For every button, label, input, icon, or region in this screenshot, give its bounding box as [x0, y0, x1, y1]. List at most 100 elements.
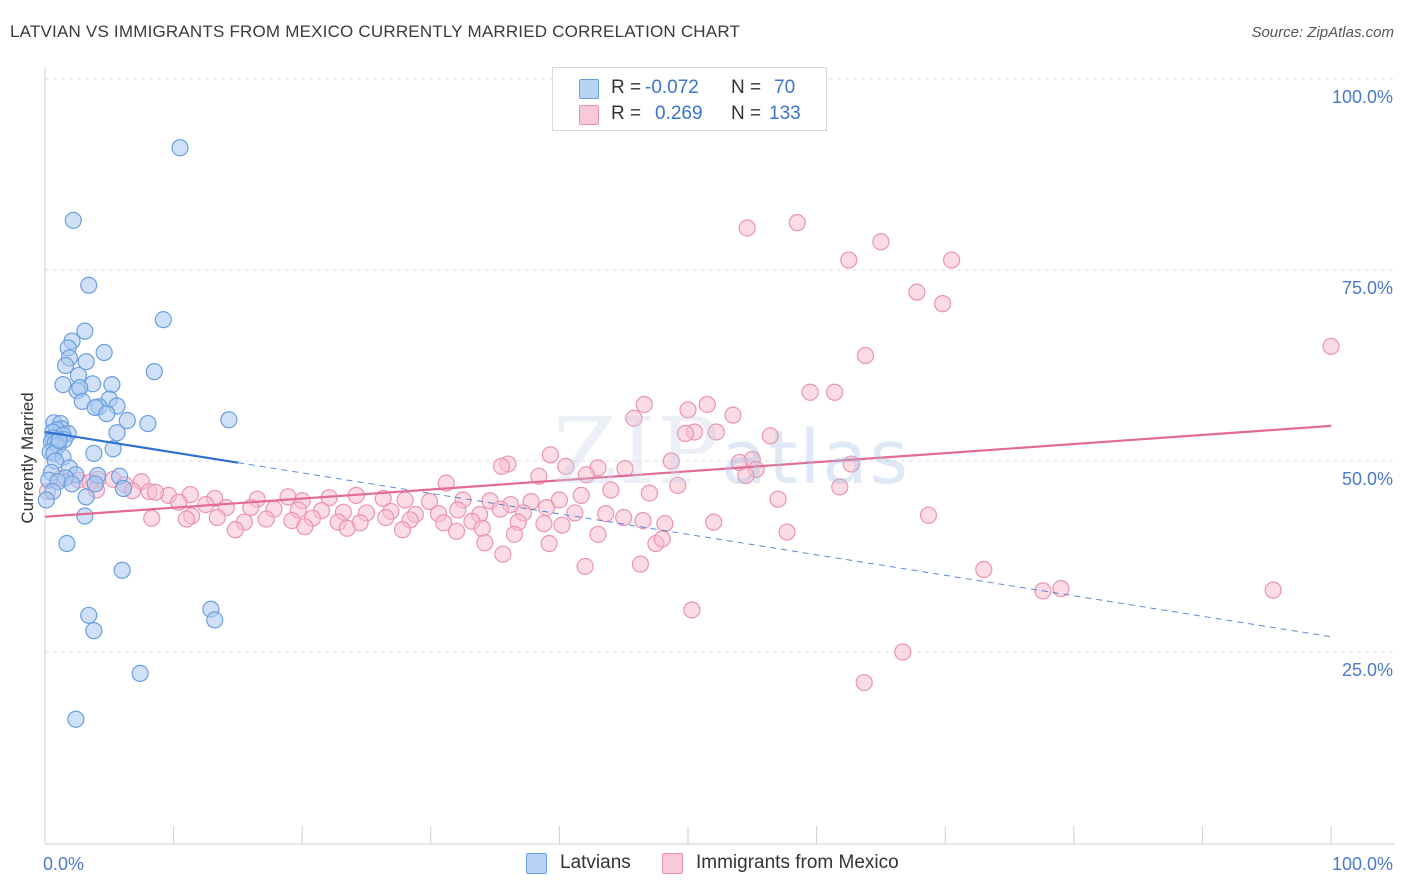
mexico-point	[724, 406, 742, 424]
latvians-point	[80, 606, 98, 624]
mexico-point	[396, 491, 414, 509]
chart-title: LATVIAN VS IMMIGRANTS FROM MEXICO CURREN…	[10, 22, 741, 41]
mexico-r-label: R =	[611, 103, 642, 124]
mexico-point	[894, 643, 912, 661]
mexico-swatch	[579, 105, 599, 125]
latvians-point	[139, 414, 157, 433]
mexico-point	[557, 457, 575, 475]
mexico-point	[698, 395, 716, 414]
latvians-r-value: -0.072	[645, 77, 699, 98]
latvians-point	[54, 376, 72, 394]
y-tick-label: 25.0%	[1342, 660, 1393, 680]
latvians-point	[104, 440, 122, 458]
mexico-point	[635, 395, 653, 414]
mexico-point	[831, 478, 849, 496]
data-points	[37, 139, 1340, 728]
latvians-point	[171, 139, 189, 157]
latvians-point	[220, 411, 238, 429]
y-tick-label: 75.0%	[1342, 278, 1393, 298]
legend-mexico-label: Immigrants from Mexico	[696, 852, 899, 873]
mexico-point	[576, 557, 594, 576]
trend-lines	[44, 424, 1332, 638]
latvians-n-value: 70	[774, 77, 796, 98]
mexico-point	[801, 383, 819, 401]
mexico-point	[447, 522, 466, 540]
mexico-point	[146, 483, 165, 501]
mexico-point	[540, 534, 558, 553]
latvians-point	[58, 534, 76, 553]
mexico-point	[420, 492, 439, 511]
mexico-point	[338, 519, 356, 537]
mexico-point	[855, 673, 873, 692]
mexico-point	[449, 501, 467, 519]
mexico-point	[541, 446, 559, 464]
mexico-point	[296, 518, 314, 536]
mexico-point	[769, 490, 787, 508]
legend-latvians-label: Latvians	[560, 852, 631, 873]
mexico-point	[908, 283, 926, 301]
mexico-point	[707, 423, 725, 441]
y-tick-label: 100.0%	[1332, 87, 1393, 107]
mexico-point	[476, 534, 494, 552]
mexico-point	[656, 515, 674, 533]
correlation-stats-box: R = -0.072 N = 70 R = 0.269 N = 133	[552, 67, 827, 131]
latvians-point	[50, 431, 68, 449]
mexico-point	[662, 452, 680, 470]
mexico-point	[826, 383, 844, 401]
mexico-point	[535, 515, 553, 533]
latvians-point	[67, 710, 85, 728]
mexico-n-label: N =	[731, 103, 762, 124]
mexico-point	[257, 510, 275, 528]
mexico-point	[615, 508, 633, 527]
mexico-point	[640, 484, 659, 502]
mexico-point	[676, 424, 695, 443]
mexico-point	[705, 513, 723, 531]
mexico-point	[473, 519, 491, 537]
mexico-point	[226, 521, 244, 539]
latvians-point	[64, 211, 82, 229]
mexico-point	[679, 401, 697, 419]
watermark-zip: ZIP	[553, 398, 722, 505]
tick-labels: 25.0% 50.0% 75.0% 100.0% 0.0% 100.0%	[43, 87, 1393, 874]
latvians-point	[154, 311, 172, 329]
latvians-point	[98, 405, 116, 423]
mexico-point	[943, 251, 961, 269]
latvians-point	[37, 491, 55, 509]
mexico-point	[279, 488, 297, 506]
mexico-point	[919, 506, 938, 524]
latvians-point	[86, 475, 104, 493]
latvians-point	[63, 475, 81, 493]
mexico-point	[492, 457, 511, 475]
legend-mexico-swatch	[662, 853, 683, 874]
latvians-point	[77, 353, 95, 371]
mexico-point	[553, 516, 571, 534]
latvians-swatch	[579, 79, 599, 99]
mexico-point	[491, 500, 509, 518]
latvians-point	[76, 322, 94, 340]
mexico-point	[975, 560, 993, 579]
latvians-point	[56, 356, 75, 375]
latvians-point	[113, 561, 131, 579]
mexico-point	[566, 504, 584, 522]
latvians-point	[76, 507, 94, 525]
mexico-point	[505, 525, 523, 543]
mexico-point	[550, 491, 569, 509]
watermark: ZIPatlas	[553, 398, 910, 505]
mexico-point	[530, 467, 548, 485]
mexico-point	[1322, 337, 1340, 355]
latvians-n-label: N =	[731, 77, 762, 98]
latvians-point	[80, 276, 98, 294]
latvians-trend-line-extension	[237, 462, 1332, 638]
latvians-point	[114, 479, 133, 498]
mexico-point	[934, 295, 952, 313]
latvians-point	[85, 444, 103, 462]
latvians-point	[77, 488, 95, 506]
legend-latvians-swatch	[526, 853, 547, 874]
mexico-point	[634, 511, 652, 530]
mexico-point	[872, 233, 890, 251]
mexico-point	[625, 409, 643, 427]
latvians-trend-line	[44, 430, 239, 464]
latvians-point	[95, 343, 113, 362]
mexico-point	[494, 545, 512, 563]
